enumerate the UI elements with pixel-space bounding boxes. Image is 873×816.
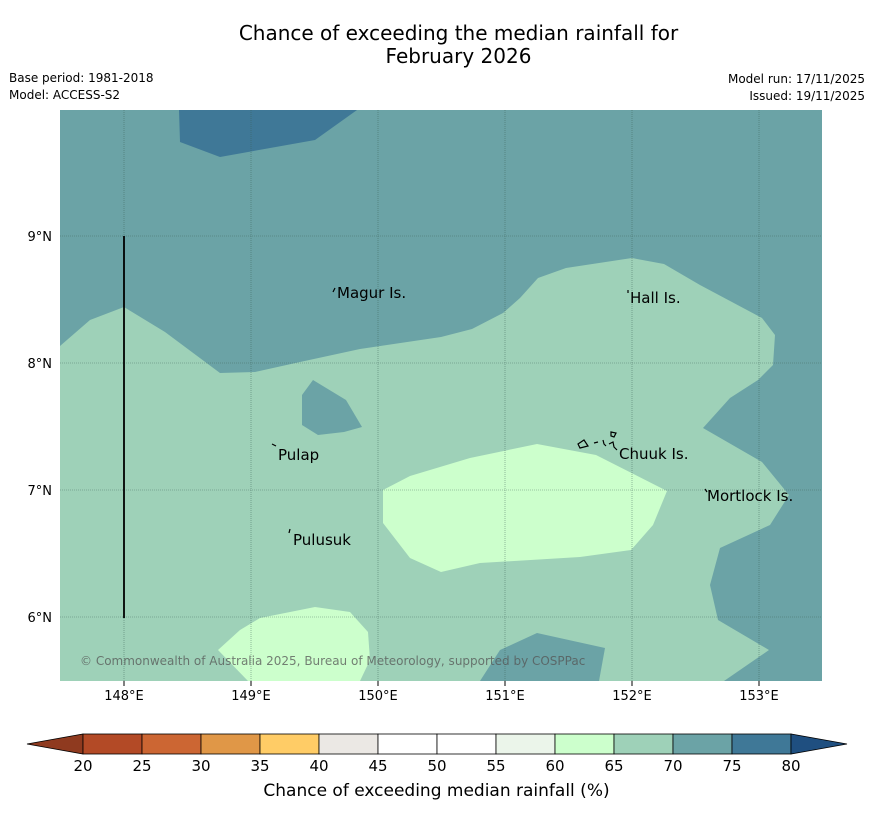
colorbar-segment [495,733,556,755]
title-line-1: Chance of exceeding the median rainfall … [238,21,679,45]
island-pulap [271,443,277,447]
place-label-mortlock: Mortlock Is. [707,487,793,505]
lon-label: 148°E [104,689,144,704]
colorbar-over-arrow [790,733,848,755]
colorbar-tick-label: 40 [309,757,328,775]
colorbar-tick-label: 30 [191,757,210,775]
lon-label: 151°E [485,689,525,704]
lon-label: 152°E [612,689,652,704]
colorbar-segment [613,733,674,755]
map-title: Chance of exceeding the median rainfall … [0,22,873,68]
gridlines [60,110,822,681]
lon-label: 150°E [358,689,398,704]
colorbar-under-arrow [26,733,84,755]
island-chuuk [577,431,618,451]
title-line-2: February 2026 [385,44,532,68]
colorbar-segment [554,733,615,755]
colorbar-tick-label: 80 [781,757,800,775]
place-label-chuuk: Chuuk Is. [619,445,688,463]
island-mortlock [704,488,708,493]
island-pulusuk [288,528,291,534]
copyright-text: © Commonwealth of Australia 2025, Bureau… [80,654,585,668]
band-70-75-south [480,633,605,681]
colorbar-segment [200,733,261,755]
lat-label: 6°N [28,611,53,626]
colorbar-label: Chance of exceeding median rainfall (%) [263,781,610,801]
colorbar-tick-label: 55 [486,757,505,775]
colorbar-segment [731,733,792,755]
colorbar-tick-label: 35 [250,757,269,775]
island-markers [271,287,708,534]
colorbar-segment [672,733,733,755]
colorbar-tick-label: 65 [604,757,623,775]
info-left: Base period: 1981-2018 Model: ACCESS-S2 [9,70,154,104]
place-label-pulusuk: Pulusuk [293,531,351,549]
colorbar-segment [377,733,438,755]
base-period-text: Base period: 1981-2018 [9,71,154,85]
band-75-80-north [179,110,357,157]
model-text: Model: ACCESS-S2 [9,88,121,102]
place-label-hall: Hall Is. [630,289,681,307]
band-70-75-patch [302,380,362,435]
band-60-65-central [383,444,667,572]
axis-ticks [123,681,760,686]
colorbar: 20 25 30 35 40 45 50 55 60 65 70 75 80 [26,733,848,775]
colorbar-segment [259,733,320,755]
band-65-70-main [60,258,789,681]
map-panel [60,110,822,681]
band-60-65-southwest [218,607,370,681]
place-label-magur: Magur Is. [337,284,406,302]
colorbar-tick-label: 45 [368,757,387,775]
colorbar-tick-label: 25 [132,757,151,775]
colorbar-tick-label: 60 [545,757,564,775]
colorbar-tick-label: 20 [73,757,92,775]
colorbar-tick-label: 50 [427,757,446,775]
colorbar-tick-label: 70 [663,757,682,775]
info-right: Model run: 17/11/2025 Issued: 19/11/2025 [728,71,865,105]
colorbar-segment [141,733,202,755]
colorbar-segment [436,733,497,755]
lat-label: 7°N [28,484,53,499]
lat-label: 9°N [28,230,53,245]
lon-label: 149°E [231,689,271,704]
place-label-pulap: Pulap [278,446,319,464]
lat-label: 8°N [28,357,53,372]
colorbar-segment [82,733,143,755]
island-magur [332,287,336,293]
lon-label: 153°E [739,689,779,704]
colorbar-segment [318,733,379,755]
colorbar-tick-label: 75 [722,757,741,775]
issued-text: Issued: 19/11/2025 [749,89,865,103]
model-run-text: Model run: 17/11/2025 [727,72,865,86]
